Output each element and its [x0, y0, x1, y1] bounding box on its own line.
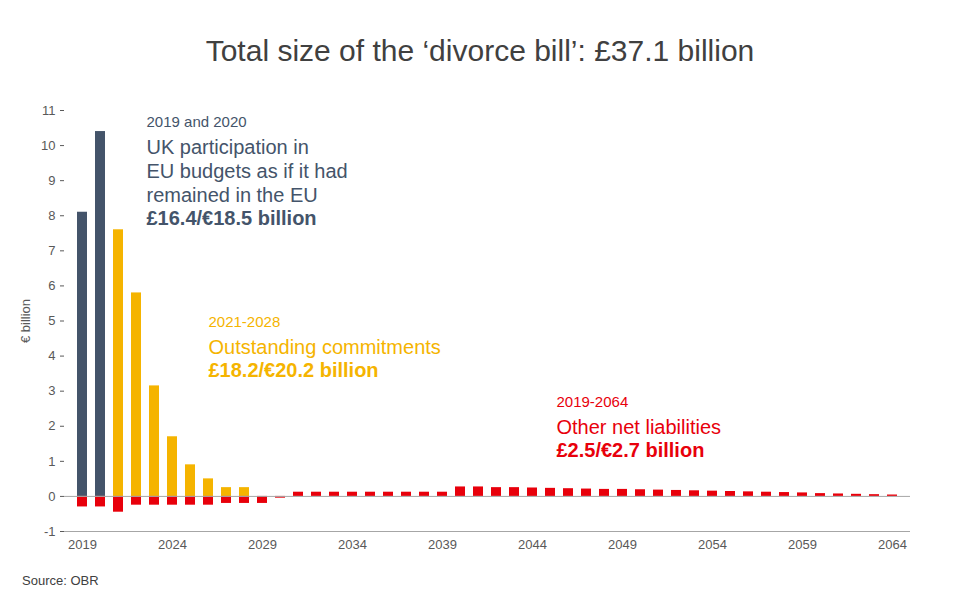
svg-text:2049: 2049	[608, 537, 637, 552]
svg-text:2029: 2029	[248, 537, 277, 552]
html-text:Total size of the ‘divorce bil: Total size of the ‘divorce bill’: £37.1 …	[205, 34, 755, 67]
svg-text:2064: 2064	[878, 537, 907, 552]
svg-text:2024: 2024	[158, 537, 187, 552]
svg-text:-1: -1	[44, 524, 56, 539]
svg-text:11: 11	[42, 103, 56, 118]
svg-text:6: 6	[48, 278, 55, 293]
svg-text:9: 9	[48, 173, 55, 188]
svg-text:£2.5/€2.7 billion: £2.5/€2.7 billion	[557, 439, 705, 461]
svg-text:2: 2	[48, 418, 55, 433]
svg-text:£16.4/€18.5 billion: £16.4/€18.5 billion	[147, 207, 317, 229]
svg-text:2019-2064: 2019-2064	[557, 393, 629, 410]
svg-text:4: 4	[48, 348, 55, 363]
svg-text:5: 5	[48, 313, 55, 328]
svg-text:2021-2028: 2021-2028	[209, 313, 281, 330]
svg-text:0: 0	[48, 489, 55, 504]
svg-text:£18.2/€20.2 billion: £18.2/€20.2 billion	[209, 359, 379, 381]
svg-text:8: 8	[48, 208, 55, 223]
svg-text:1: 1	[48, 453, 55, 468]
svg-text:2044: 2044	[518, 537, 547, 552]
svg-text:2034: 2034	[338, 537, 367, 552]
html-text:Source: OBR: Source: OBR	[22, 573, 99, 588]
svg-text:UK participation inEU budgets: UK participation inEU budgets as if it h…	[147, 136, 348, 206]
svg-text:2019 and 2020: 2019 and 2020	[147, 113, 247, 130]
svg-text:Other net liabilities: Other net liabilities	[557, 416, 722, 438]
svg-text:3: 3	[48, 383, 55, 398]
svg-text:2019: 2019	[68, 537, 97, 552]
svg-text:7: 7	[48, 243, 55, 258]
svg-text:€ billion: € billion	[18, 299, 33, 343]
svg-text:Outstanding commitments: Outstanding commitments	[209, 336, 441, 358]
svg-text:2059: 2059	[788, 537, 817, 552]
svg-text:10: 10	[41, 138, 55, 153]
svg-text:2054: 2054	[698, 537, 727, 552]
svg-text:2039: 2039	[428, 537, 457, 552]
